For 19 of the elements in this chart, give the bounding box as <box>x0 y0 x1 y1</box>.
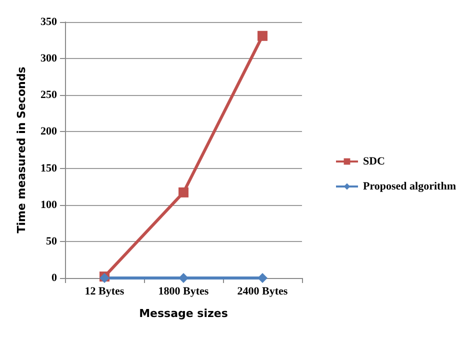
y-tick-label: 150 <box>40 162 58 174</box>
legend-label: SDC <box>363 156 386 168</box>
y-axis-title: Time measured in Seconds <box>15 66 28 234</box>
y-tick-label: 200 <box>40 126 58 138</box>
point <box>178 273 188 283</box>
legend-label: Proposed algorithm <box>363 180 456 192</box>
point <box>258 30 268 41</box>
y-tick-label: 300 <box>40 52 58 65</box>
x-tick-label: 2400 Bytes <box>237 286 288 298</box>
y-tick-label: 50 <box>46 235 58 248</box>
x-tick-label: 12 Bytes <box>84 286 125 298</box>
point <box>258 273 268 283</box>
y-tick-label: 100 <box>40 198 58 211</box>
y-tick-label: 250 <box>40 89 58 102</box>
y-tick-label: 350 <box>40 16 58 28</box>
point <box>178 187 188 198</box>
x-tick-label: 1800 Bytes <box>158 286 210 298</box>
x-axis-title: Message sizes <box>139 307 228 320</box>
y-tick-label: 0 <box>52 272 58 284</box>
